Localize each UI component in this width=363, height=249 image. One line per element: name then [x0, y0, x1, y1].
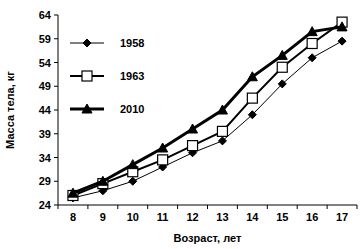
y-tick-label: 39 — [39, 128, 51, 140]
y-tick — [54, 181, 58, 182]
data-point — [278, 80, 286, 88]
data-point — [218, 137, 226, 145]
x-tick-label: 15 — [276, 211, 288, 223]
data-point — [128, 160, 138, 169]
data-point — [337, 22, 347, 31]
y-tick-label: 24 — [39, 199, 52, 211]
x-tick-label: 11 — [157, 211, 169, 223]
y-tick — [54, 86, 58, 87]
chart: 24 29 34 39 44 49 54 59 64 8 9 10 11 12 13 14 15 16 17 Возр… — [0, 0, 363, 249]
data-point — [338, 37, 346, 45]
legend-label: 2010 — [120, 103, 144, 115]
x-tick-label: 8 — [70, 211, 76, 223]
series — [68, 17, 347, 200]
x-tick-label: 13 — [216, 211, 228, 223]
x-tick — [267, 205, 268, 209]
legend-marker — [82, 71, 92, 81]
y-tick — [54, 15, 58, 16]
legend-marker — [83, 39, 91, 47]
data-point — [277, 50, 287, 59]
data-point — [158, 155, 168, 165]
y-tick-label: 59 — [39, 33, 51, 45]
y-tick — [54, 110, 58, 111]
data-point — [129, 177, 137, 185]
legend-label: 1958 — [120, 37, 144, 49]
x-tick-label: 14 — [246, 211, 259, 223]
y-axis-title: Масса тела, кг — [4, 71, 16, 149]
series — [68, 22, 347, 197]
data-point — [158, 143, 168, 152]
data-point — [247, 93, 257, 103]
data-point — [188, 141, 198, 151]
data-point — [277, 62, 287, 72]
x-tick — [117, 205, 118, 209]
x-tick-label: 9 — [100, 211, 106, 223]
data-point — [247, 72, 257, 81]
y-tick-label: 29 — [39, 175, 51, 187]
series-line — [73, 22, 342, 195]
x-tick-label: 17 — [336, 211, 348, 223]
data-point — [68, 188, 78, 197]
x-tick-label: 10 — [127, 211, 139, 223]
data-point — [307, 39, 317, 49]
x-axis-title: Возраст, лет — [174, 232, 242, 244]
y-tick-label: 64 — [39, 9, 52, 21]
data-point — [98, 176, 108, 185]
y-tick-label: 34 — [39, 152, 52, 164]
x-tick — [357, 205, 358, 209]
x-tick — [237, 205, 238, 209]
plot-area — [68, 17, 347, 202]
series-line — [73, 27, 342, 193]
x-tick — [87, 205, 88, 209]
legend-label: 1963 — [120, 70, 144, 82]
x-tick — [58, 205, 59, 209]
y-tick — [54, 62, 58, 63]
x-tick — [147, 205, 148, 209]
x-tick — [207, 205, 208, 209]
y-tick-label: 54 — [39, 57, 52, 69]
x-tick — [297, 205, 298, 209]
data-point — [217, 126, 227, 136]
y-tick — [54, 133, 58, 134]
y-tick — [54, 205, 58, 206]
data-point — [217, 105, 227, 114]
y-tick-label: 49 — [39, 80, 51, 92]
x-tick-label: 16 — [306, 211, 318, 223]
x-tick-label: 12 — [186, 211, 198, 223]
legend: 1958 1963 2010 — [70, 37, 144, 115]
y-tick — [54, 38, 58, 39]
y-tick-label: 44 — [39, 104, 52, 116]
legend-marker — [82, 104, 92, 113]
y-tick — [54, 157, 58, 158]
x-tick — [327, 205, 328, 209]
x-tick — [177, 205, 178, 209]
data-point — [188, 124, 198, 133]
data-point — [307, 27, 317, 36]
data-point — [308, 54, 316, 62]
data-point — [248, 111, 256, 119]
